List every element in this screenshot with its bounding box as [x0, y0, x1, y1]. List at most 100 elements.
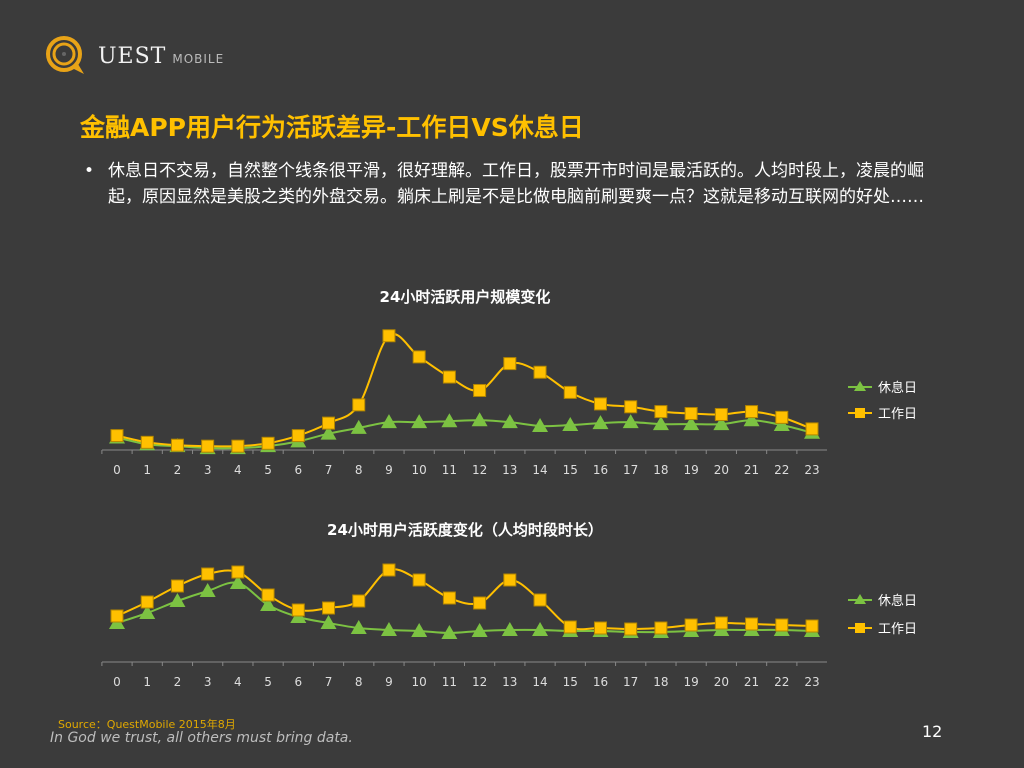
data-point-square	[261, 588, 275, 602]
data-point-square	[745, 617, 759, 631]
data-point-triangle	[411, 623, 428, 637]
legend-square-icon	[855, 408, 865, 418]
data-point-square	[322, 416, 336, 430]
data-point-triangle	[229, 575, 246, 589]
legend-label: 工作日	[878, 622, 917, 637]
data-point-square	[473, 383, 487, 397]
logo: UEST MOBILE	[44, 34, 224, 78]
legend-square-icon	[855, 623, 865, 633]
x-tick-label: 0	[113, 463, 121, 477]
motto: In God we trust, all others must bring d…	[50, 730, 353, 746]
logo-text: UEST	[98, 43, 167, 69]
x-tick-label: 11	[442, 675, 457, 689]
x-tick-label: 15	[563, 463, 578, 477]
x-tick-label: 1	[143, 675, 151, 689]
x-tick-label: 9	[385, 463, 393, 477]
data-point-triangle	[320, 425, 337, 440]
x-tick-label: 8	[355, 463, 363, 477]
data-point-square	[805, 422, 819, 436]
data-point-square	[745, 405, 759, 419]
legend-label: 休息日	[878, 593, 917, 609]
data-point-square	[110, 609, 124, 623]
data-point-triangle	[501, 622, 518, 636]
data-point-square	[533, 593, 547, 607]
data-point-triangle	[350, 419, 367, 434]
x-tick-label: 8	[355, 675, 363, 689]
data-point-triangle	[260, 597, 277, 611]
data-point-square	[654, 621, 668, 635]
series-line-work	[116, 333, 813, 448]
data-point-triangle	[441, 413, 458, 428]
x-tick-label: 16	[593, 463, 608, 477]
series-line-work	[116, 568, 813, 631]
x-tick-label: 17	[623, 675, 638, 689]
data-point-square	[714, 616, 728, 630]
page-number: 12	[922, 722, 943, 741]
data-point-square	[140, 595, 154, 609]
data-point-triangle	[773, 417, 790, 432]
x-tick-label: 21	[744, 675, 759, 689]
data-point-triangle	[411, 414, 428, 429]
x-tick-label: 18	[653, 463, 668, 477]
data-point-triangle	[169, 593, 186, 607]
x-tick-label: 9	[385, 675, 393, 689]
data-point-triangle	[471, 412, 488, 427]
x-tick-label: 23	[804, 463, 819, 477]
page-title: 金融APP用户行为活跃差异-工作日VS休息日	[80, 113, 584, 142]
data-point-square	[442, 591, 456, 605]
data-point-triangle	[683, 416, 700, 431]
x-tick-label: 20	[714, 675, 729, 689]
data-point-triangle	[532, 418, 549, 432]
data-point-square	[412, 573, 426, 587]
data-point-square	[261, 436, 275, 450]
data-point-square	[412, 350, 426, 364]
x-tick-label: 19	[683, 675, 698, 689]
legend-triangle-icon	[854, 381, 866, 391]
data-point-square	[593, 397, 607, 411]
x-tick-label: 13	[502, 675, 517, 689]
bullet-text: 休息日不交易，自然整个线条很平滑，很好理解。工作日，股票开市时间是最活跃的。人均…	[108, 161, 924, 207]
x-tick-label: 22	[774, 463, 789, 477]
bullet-point: • 休息日不交易，自然整个线条很平滑，很好理解。工作日，股票开市时间是最活跃的。…	[84, 158, 944, 210]
legend-label: 休息日	[878, 380, 917, 396]
x-tick-label: 20	[714, 463, 729, 477]
x-tick-label: 3	[204, 675, 212, 689]
x-tick-label: 3	[204, 463, 212, 477]
series-line-rest	[116, 581, 813, 635]
x-tick-label: 12	[472, 675, 487, 689]
x-tick-label: 7	[325, 675, 333, 689]
x-tick-label: 5	[264, 675, 272, 689]
x-tick-label: 6	[294, 675, 302, 689]
data-point-square	[352, 398, 366, 412]
data-point-triangle	[380, 622, 397, 636]
data-point-square	[624, 400, 638, 414]
data-point-square	[170, 438, 184, 452]
x-tick-label: 1	[143, 463, 151, 477]
logo-icon	[46, 36, 84, 74]
x-tick-label: 17	[623, 463, 638, 477]
x-tick-label: 2	[174, 463, 182, 477]
data-point-square	[503, 357, 517, 371]
x-tick-label: 22	[774, 675, 789, 689]
data-point-triangle	[532, 622, 549, 636]
data-point-square	[805, 619, 819, 633]
data-point-square	[684, 407, 698, 421]
data-point-square	[231, 565, 245, 579]
x-tick-label: 15	[563, 675, 578, 689]
x-tick-label: 23	[804, 675, 819, 689]
data-point-triangle	[562, 417, 579, 432]
data-point-square	[775, 410, 789, 424]
data-point-triangle	[713, 416, 730, 431]
x-tick-label: 4	[234, 675, 242, 689]
x-tick-label: 11	[442, 463, 457, 477]
chart-title: 24小时活跃用户规模变化	[380, 288, 551, 306]
x-tick-label: 14	[532, 675, 547, 689]
data-point-square	[201, 567, 215, 581]
data-point-triangle	[652, 416, 669, 431]
data-point-square	[291, 603, 305, 617]
series-line-rest	[116, 419, 813, 450]
x-tick-label: 16	[593, 675, 608, 689]
data-point-square	[140, 435, 154, 449]
data-point-square	[624, 622, 638, 636]
